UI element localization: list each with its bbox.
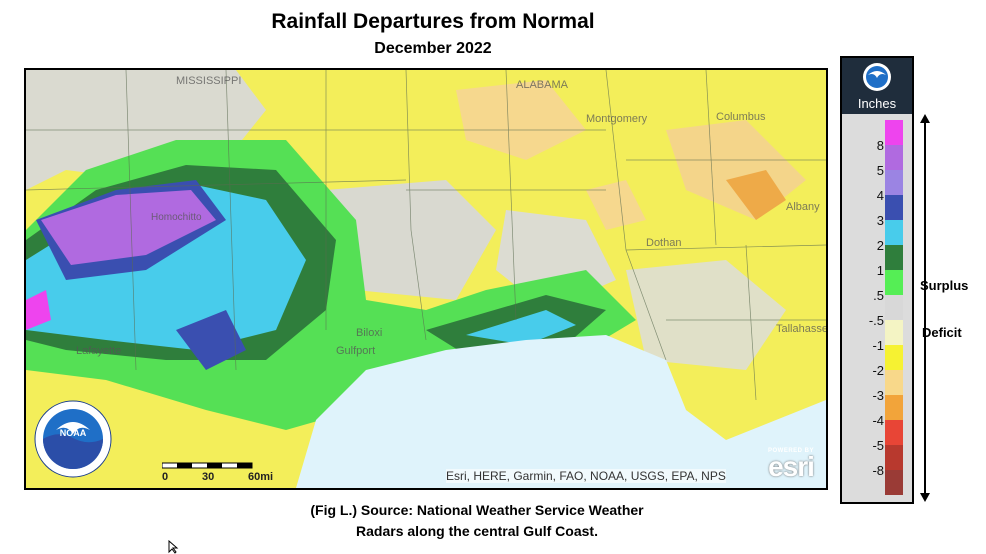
svg-text:Lafayette: Lafayette [76,345,121,357]
legend-swatch [885,270,903,295]
legend-label: .5 [873,288,884,303]
deficit-label: Deficit [922,325,962,340]
svg-text:Biloxi: Biloxi [356,327,382,339]
legend-swatch [885,120,903,145]
legend-label: 2 [876,238,884,253]
scale-label-60: 60mi [248,471,274,483]
legend-swatch [885,370,903,395]
legend-label: -.5 [868,313,884,328]
svg-text:Gulfport: Gulfport [336,345,375,357]
svg-text:Tallahassee: Tallahassee [776,323,826,335]
scale-bar: 0 30 60mi [162,462,282,486]
legend-label: -8 [872,463,884,478]
svg-text:Montgomery: Montgomery [586,113,648,125]
svg-text:Homochitto: Homochitto [151,212,202,223]
svg-text:Columbus: Columbus [716,111,766,123]
legend-label: -3 [872,388,884,403]
figure-caption: (Fig L.) Source: National Weather Servic… [227,500,727,542]
legend-label: -4 [872,413,884,428]
legend-label: -1 [872,338,884,353]
legend-label: 4 [876,188,884,203]
double-arrow-icon [920,114,930,502]
label-mississippi-north: MISSISSIPPI [176,75,241,87]
legend-swatch [885,295,903,320]
legend-swatch [885,420,903,445]
legend-label: 3 [876,213,884,228]
svg-text:NOAA: NOAA [60,428,87,438]
svg-text:Albany: Albany [786,201,820,213]
rainfall-map[interactable]: MISSISSIPPI ALABAMA Montgomery Columbus … [24,68,828,490]
svg-text:ALABAMA: ALABAMA [516,79,569,91]
legend-swatch [885,145,903,170]
legend-unit: Inches [857,96,897,111]
legend-label: 8 [876,138,884,153]
page-subtitle: December 2022 [374,40,492,57]
legend-swatch [885,470,903,495]
legend-swatch [885,170,903,195]
svg-text:Dothan: Dothan [646,237,681,249]
legend-scale: 8 5 4 3 2 1 .5 -.5 -1 -2 -3 -4 -5 -8 [842,114,912,502]
legend-header: Inches [842,58,912,114]
caption-line-1: (Fig L.) Source: National Weather Servic… [310,502,644,518]
page-title: Rainfall Departures from Normal [271,10,595,33]
legend-panel: Inches 8 5 4 3 2 1 .5 -.5 -1 -2 -3 -4 -5 -8 [840,56,914,504]
legend-swatch [885,195,903,220]
surplus-label: Surplus [920,278,969,293]
legend-label: 5 [876,163,884,178]
scale-label-0: 0 [162,471,169,483]
map-canvas: MISSISSIPPI ALABAMA Montgomery Columbus … [26,70,826,488]
scale-label-30: 30 [202,471,215,483]
esri-logo: POWERED BY esri [767,448,815,482]
legend-swatch [885,445,903,470]
legend-label: -5 [872,438,884,453]
map-attribution: Esri, HERE, Garmin, FAO, NOAA, USGS, EPA… [446,469,726,483]
legend-swatch [885,345,903,370]
legend-swatch [885,220,903,245]
mouse-cursor-icon [168,540,179,554]
legend-swatch [885,395,903,420]
legend-label: 1 [876,263,884,278]
legend-swatch [885,245,903,270]
caption-line-2: Radars along the central Gulf Coast. [356,523,598,539]
legend-swatch [885,320,903,345]
noaa-legend-icon [863,63,891,91]
legend-label: -2 [872,363,884,378]
